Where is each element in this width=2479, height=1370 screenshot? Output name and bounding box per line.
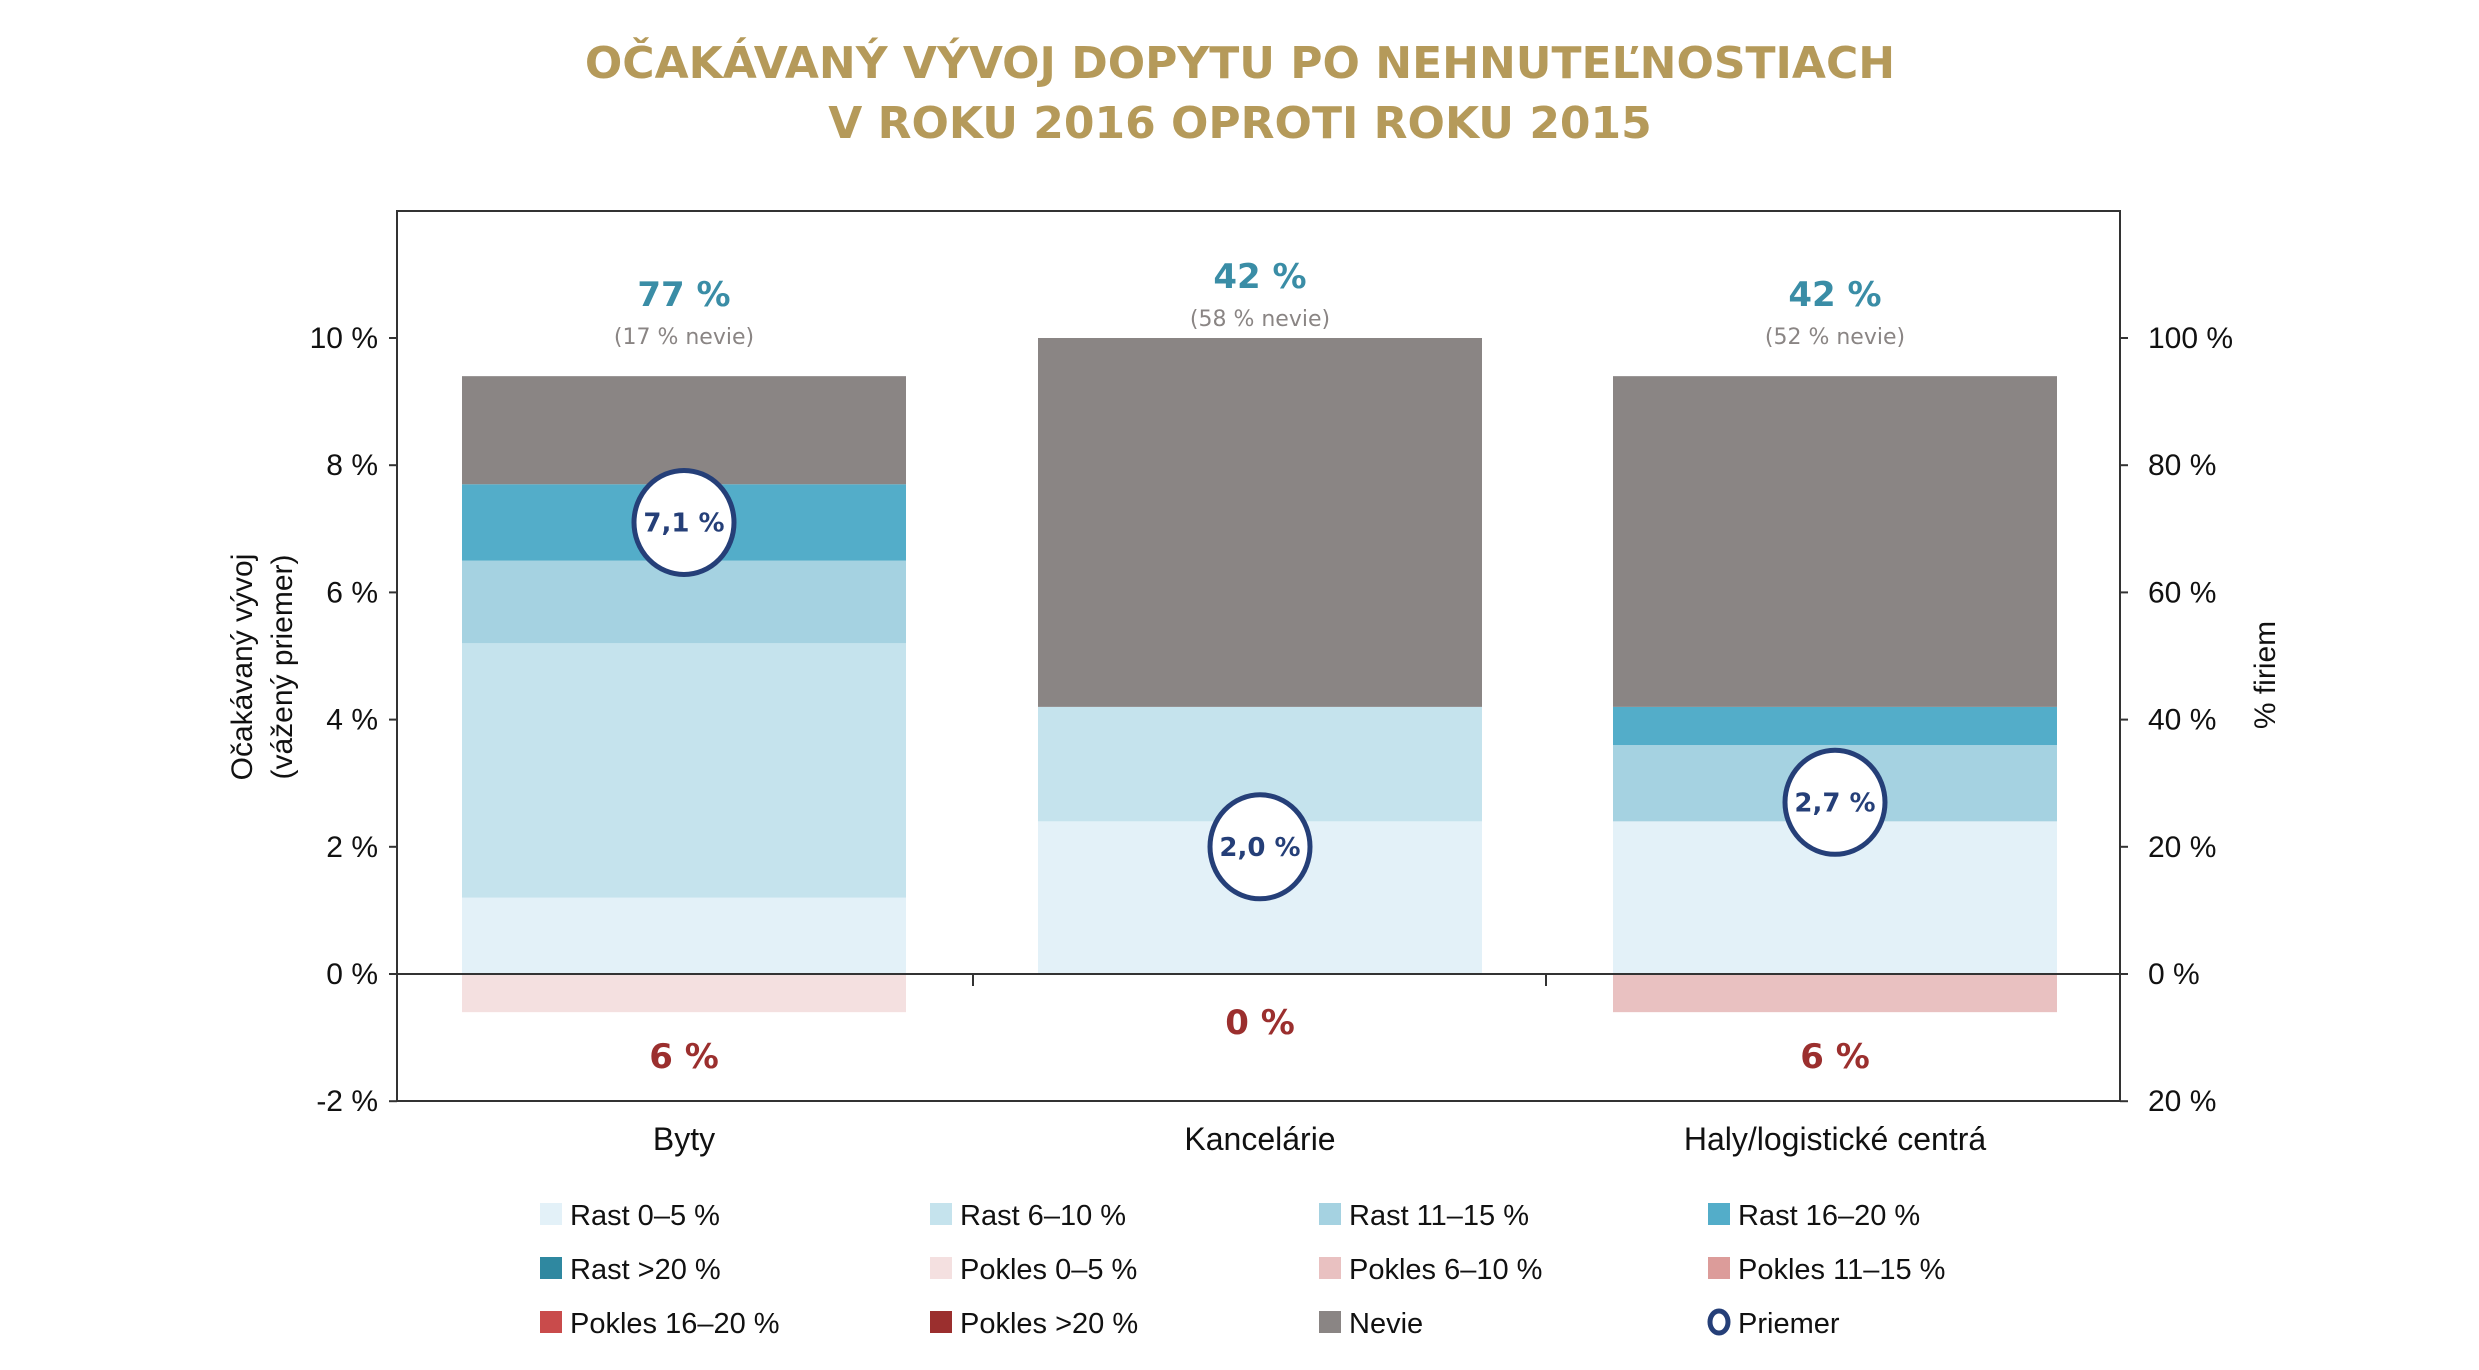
y-tick-label: 10 % bbox=[310, 322, 378, 355]
y2-tick-label: 80 % bbox=[2148, 449, 2216, 482]
legend-swatch bbox=[930, 1203, 952, 1225]
legend-item: Pokles 16–20 % bbox=[540, 1308, 780, 1340]
legend-item: Pokles >20 % bbox=[930, 1308, 1138, 1340]
bar-segment bbox=[1613, 974, 2057, 1013]
legend-label: Pokles 0–5 % bbox=[960, 1254, 1137, 1286]
dontknow-label: (17 % nevie) bbox=[614, 325, 754, 350]
dontknow-label: (58 % nevie) bbox=[1190, 307, 1330, 332]
legend-swatch bbox=[1708, 1203, 1730, 1225]
average-marker bbox=[1782, 747, 1888, 857]
legend-item: Pokles 11–15 % bbox=[1708, 1254, 1945, 1286]
legend-swatch bbox=[540, 1311, 562, 1333]
bar-segment bbox=[1613, 376, 2057, 707]
y-tick-label: 6 % bbox=[326, 576, 378, 609]
decline-label: 0 % bbox=[1225, 1003, 1295, 1043]
legend-label: Rast 0–5 % bbox=[570, 1200, 720, 1232]
growth-label: 42 % bbox=[1788, 275, 1881, 315]
legend-label: Rast >20 % bbox=[570, 1254, 721, 1286]
legend-label: Priemer bbox=[1738, 1308, 1840, 1340]
legend-swatch bbox=[540, 1203, 562, 1225]
legend-label: Pokles >20 % bbox=[960, 1308, 1138, 1340]
y2-tick-label: 100 % bbox=[2148, 322, 2233, 355]
legend-item: Rast 11–15 % bbox=[1319, 1200, 1529, 1232]
growth-label: 77 % bbox=[637, 275, 730, 315]
category-label: Haly/logistické centrá bbox=[1684, 1121, 1987, 1157]
legend-swatch bbox=[930, 1257, 952, 1279]
legend-swatch bbox=[1319, 1311, 1341, 1333]
bar-segment bbox=[1613, 706, 2057, 746]
y2-axis-title: % firiem bbox=[2249, 621, 2282, 729]
average-label: 7,1 % bbox=[643, 508, 724, 538]
legend-swatch bbox=[1319, 1203, 1341, 1225]
legend-item: Rast 6–10 % bbox=[930, 1200, 1126, 1232]
legend-label: Rast 6–10 % bbox=[960, 1200, 1126, 1232]
y-tick-label: 4 % bbox=[326, 704, 378, 737]
decline-label: 6 % bbox=[1800, 1037, 1870, 1077]
legend-item: Pokles 0–5 % bbox=[930, 1254, 1137, 1286]
y2-tick-label: 40 % bbox=[2148, 704, 2216, 737]
legend-item: Pokles 6–10 % bbox=[1319, 1254, 1542, 1286]
legend-item: Rast >20 % bbox=[540, 1254, 721, 1286]
growth-label: 42 % bbox=[1213, 257, 1306, 297]
legend-label: Rast 11–15 % bbox=[1349, 1200, 1529, 1232]
average-label: 2,0 % bbox=[1219, 833, 1300, 863]
category-label: Byty bbox=[653, 1121, 715, 1157]
legend-swatch bbox=[1708, 1257, 1730, 1279]
y2-tick-label: 0 % bbox=[2148, 958, 2200, 991]
chart-title-line-2: V ROKU 2016 OPROTI ROKU 2015 bbox=[828, 98, 1652, 149]
bar-segment bbox=[462, 897, 906, 974]
legend-swatch bbox=[540, 1257, 562, 1279]
legend-swatch bbox=[1319, 1257, 1341, 1279]
y-axis-title-line-2: (vážený priemer) bbox=[266, 554, 299, 779]
legend-swatch bbox=[930, 1311, 952, 1333]
legend-label: Pokles 16–20 % bbox=[570, 1308, 780, 1340]
legend-item: Rast 0–5 % bbox=[540, 1200, 720, 1232]
average-marker bbox=[1207, 792, 1313, 902]
legend-ring-icon bbox=[1707, 1308, 1731, 1336]
y-tick-label: 8 % bbox=[326, 449, 378, 482]
y-axis-title-line-1: Očakávaný vývoj bbox=[226, 554, 259, 781]
dontknow-label: (52 % nevie) bbox=[1765, 325, 1905, 350]
bar-segment bbox=[462, 643, 906, 898]
bar-segment bbox=[462, 376, 906, 485]
category-label: Kancelárie bbox=[1184, 1121, 1335, 1157]
bar-segment bbox=[462, 974, 906, 1013]
chart-title-line-1: OČAKÁVANÝ VÝVOJ DOPYTU PO NEHNUTEĽNOSTIA… bbox=[585, 36, 1895, 89]
y2-tick-label: 60 % bbox=[2148, 576, 2216, 609]
legend-label: Pokles 6–10 % bbox=[1349, 1254, 1542, 1286]
y-tick-label: 0 % bbox=[326, 958, 378, 991]
legend-label: Rast 16–20 % bbox=[1738, 1200, 1920, 1232]
legend-item: Priemer bbox=[1707, 1308, 1840, 1340]
y2-tick-label: 20 % bbox=[2148, 1085, 2216, 1118]
y-tick-label: -2 % bbox=[316, 1085, 378, 1118]
legend-label: Nevie bbox=[1349, 1308, 1423, 1340]
decline-label: 6 % bbox=[649, 1037, 719, 1077]
legend-item: Nevie bbox=[1319, 1308, 1423, 1340]
y-tick-label: 2 % bbox=[326, 831, 378, 864]
legend-label: Pokles 11–15 % bbox=[1738, 1254, 1945, 1286]
average-label: 2,7 % bbox=[1794, 788, 1875, 818]
bar-segment bbox=[1038, 338, 1482, 707]
legend-item: Rast 16–20 % bbox=[1708, 1200, 1920, 1232]
average-marker bbox=[631, 467, 737, 577]
plot-frame bbox=[396, 210, 2121, 1102]
y2-tick-label: 20 % bbox=[2148, 831, 2216, 864]
